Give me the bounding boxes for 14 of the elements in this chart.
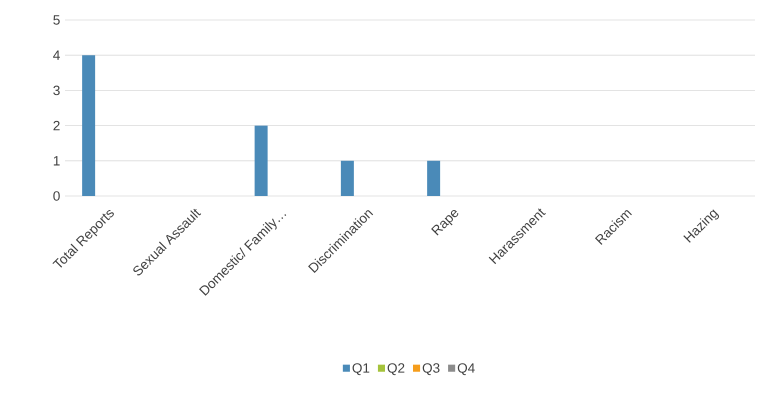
bar <box>427 160 440 196</box>
y-tick-label: 4 <box>53 50 60 60</box>
legend-label: Q4 <box>458 363 475 376</box>
legend-label: Q2 <box>388 363 404 376</box>
y-tick-label: 3 <box>53 86 60 96</box>
bar <box>340 160 354 196</box>
legend-label: Q3 <box>422 363 440 376</box>
legend-label: Q1 <box>352 363 370 376</box>
y-tick-label: 2 <box>53 120 60 130</box>
y-tick-label: 5 <box>53 15 60 25</box>
y-tick-label: 0 <box>53 191 60 201</box>
bar <box>254 126 268 196</box>
y-tick-label: 1 <box>54 156 60 166</box>
bar <box>82 55 96 196</box>
